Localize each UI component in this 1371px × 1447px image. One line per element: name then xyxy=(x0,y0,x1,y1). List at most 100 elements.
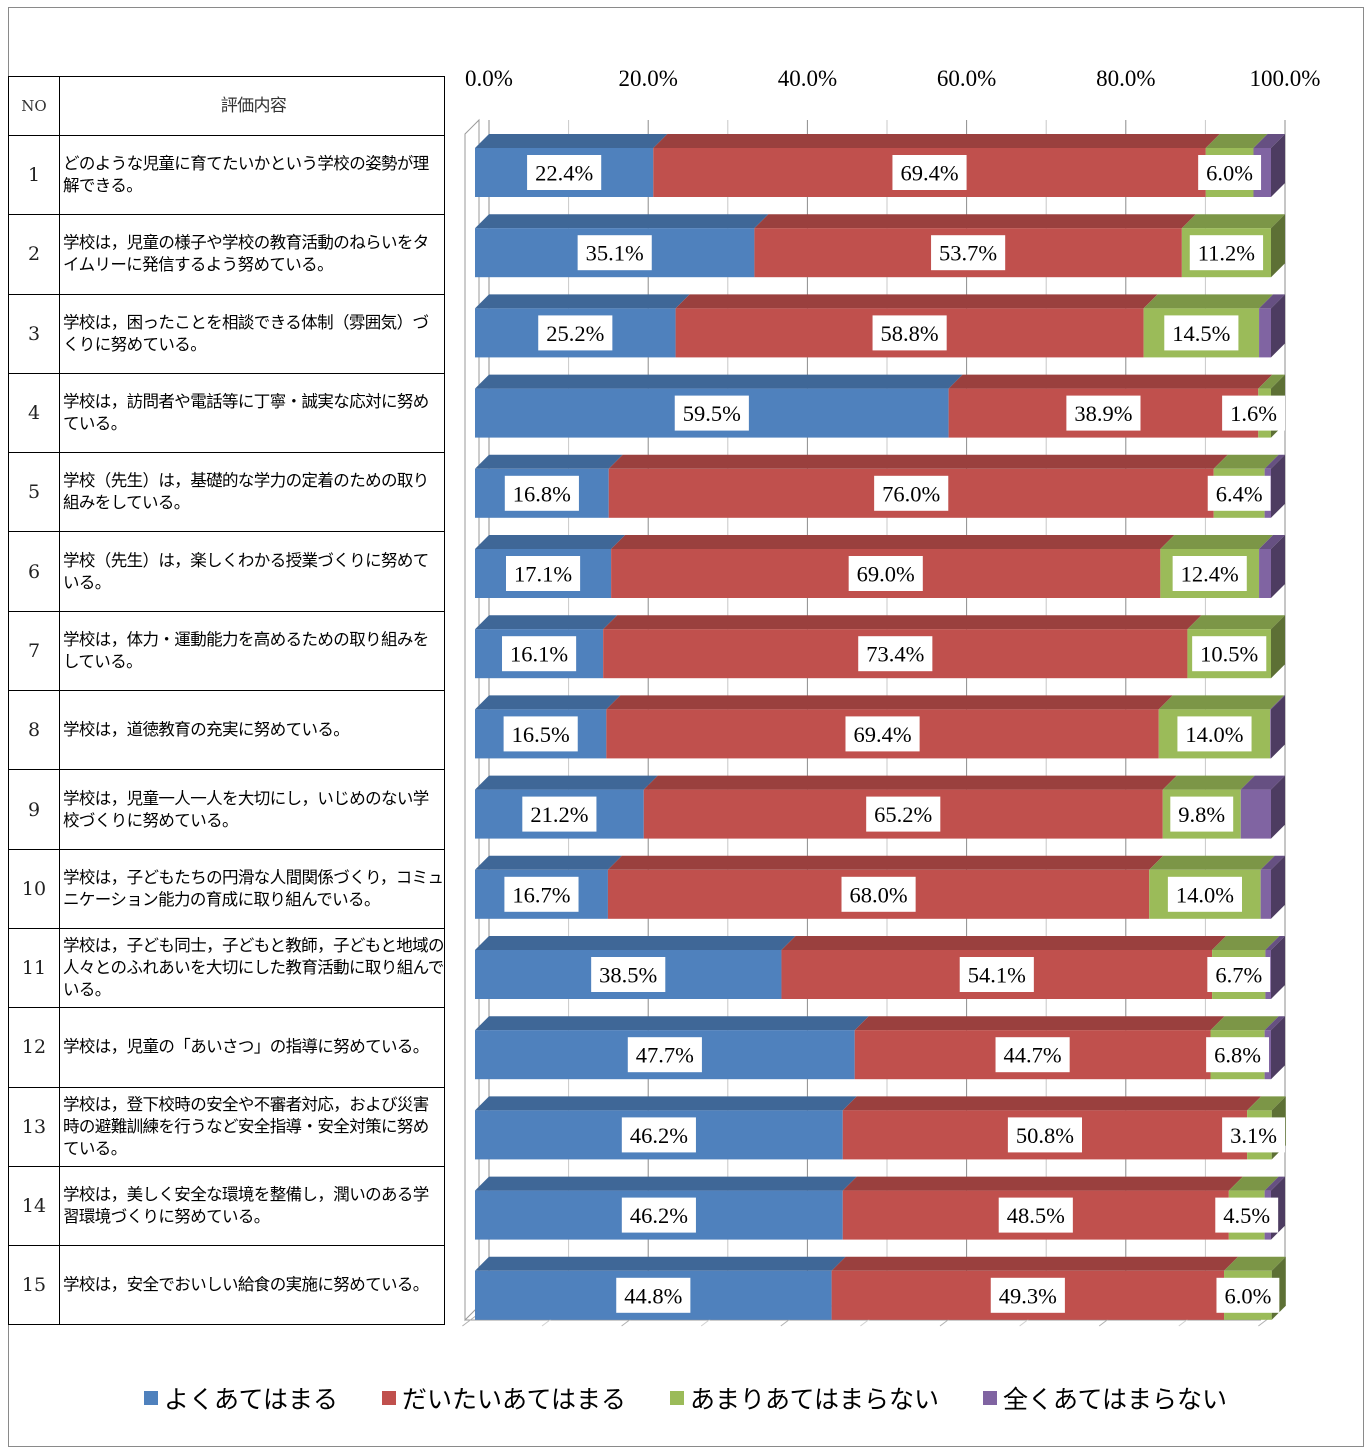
data-label-box xyxy=(1172,556,1247,591)
data-label: 21.2% xyxy=(530,802,588,827)
data-label: 69.4% xyxy=(900,161,958,186)
row-question-text: 学校は，子どもたちの円滑な人間関係づくり，コミュニケーション能力の育成に取り組ん… xyxy=(59,848,445,929)
data-label-box xyxy=(621,1117,696,1153)
bar-segment-top xyxy=(475,535,626,549)
data-label: 16.7% xyxy=(512,882,570,907)
stacked-bar-chart: 0.0% 20.0% 40.0% 60.0% 80.0% 100.0% 22.4% 69.4%… xyxy=(462,66,1320,1327)
table-row: 15 学校は，安全でおいしい給食の実施に努めている。 xyxy=(8,1245,445,1326)
data-label: 10.5% xyxy=(1200,642,1258,667)
data-label: 46.2% xyxy=(630,1123,688,1148)
data-label: 53.7% xyxy=(939,241,997,266)
bar-end-face xyxy=(1271,454,1285,518)
row-question-text: 学校は，児童の様子や学校の教育活動のねらいをタイムリーに発信するよう努めている。 xyxy=(59,214,445,295)
bar-segment-top xyxy=(475,1256,846,1271)
bar-end-face xyxy=(1271,775,1285,839)
legend-label: 全くあてはまらない xyxy=(1003,1385,1228,1414)
data-label: 3.1% xyxy=(1230,1123,1277,1148)
data-label-box xyxy=(892,155,967,190)
data-label: 16.5% xyxy=(512,722,570,747)
table-row: 6 学校（先生）は，楽しくわかる授業づくりに努めている。 xyxy=(8,531,445,612)
bar-segment-top xyxy=(1265,936,1285,950)
data-label: 6.0% xyxy=(1224,1283,1271,1308)
bar-segment-top xyxy=(675,294,1158,309)
bar-segment-top xyxy=(1187,615,1285,630)
bar-segment xyxy=(1260,869,1271,919)
bar-segment-top xyxy=(781,936,1227,950)
data-label-box xyxy=(872,315,947,351)
bar-segment xyxy=(1270,709,1271,759)
bar-segment-top xyxy=(842,1096,1262,1111)
bar-row: 16.7% 68.0% 14.0% xyxy=(475,855,1285,919)
data-label: 58.8% xyxy=(881,321,939,346)
data-label-box xyxy=(1177,716,1252,752)
data-label: 16.8% xyxy=(513,481,571,506)
data-label: 73.4% xyxy=(866,642,924,667)
row-question-text: 学校は，児童の「あいさつ」の指導に努めている。 xyxy=(59,1007,445,1088)
bar-segment-top xyxy=(643,775,1177,790)
data-label-box xyxy=(627,1037,702,1073)
row-number: 12 xyxy=(8,1007,60,1088)
data-label-box xyxy=(1189,235,1264,271)
data-label: 38.9% xyxy=(1074,401,1132,426)
row-number: 11 xyxy=(8,927,60,1009)
data-label: 6.7% xyxy=(1215,963,1262,988)
table-row: 14 学校は，美しく安全な環境を整備し，潤いのある学習環境づくりに努めている。 xyxy=(8,1165,445,1247)
data-label-box xyxy=(1207,957,1271,992)
data-label-box xyxy=(959,957,1034,992)
data-label: 38.5% xyxy=(599,963,657,988)
bar-end-face xyxy=(1271,134,1285,197)
data-label-box xyxy=(522,796,597,832)
table-row: 12 学校は，児童の「あいさつ」の指導に努めている。 xyxy=(8,1007,445,1088)
data-label: 50.8% xyxy=(1016,1123,1074,1148)
data-label-box xyxy=(577,235,652,271)
bar-row: 38.5% 54.1% 6.7% xyxy=(475,936,1285,999)
row-number: 3 xyxy=(8,293,60,374)
legend-item: だいたいあてはまる xyxy=(381,1380,626,1416)
row-number: 4 xyxy=(8,372,60,454)
bar-row: 16.1% 73.4% 10.5% xyxy=(475,615,1285,679)
bar-end-face xyxy=(1271,214,1285,278)
bar-row: 59.5% 38.9% 1.6% xyxy=(475,374,1285,438)
data-label-box xyxy=(503,716,578,752)
data-label: 46.2% xyxy=(630,1203,688,1228)
bar-segment-top xyxy=(653,134,1220,148)
bar-row: 22.4% 69.4% 6.0% xyxy=(475,134,1285,197)
bar-row: 47.7% 44.7% 6.8% xyxy=(475,1016,1285,1080)
data-label-box xyxy=(998,1197,1073,1233)
data-label-box xyxy=(502,636,577,672)
table-row: 13 学校は，登下校時の安全や不審者対応，および災害時の避難訓練を行うなど安全指導… xyxy=(8,1086,445,1167)
row-number: 9 xyxy=(8,769,60,850)
row-number: 14 xyxy=(8,1165,60,1247)
row-number: 1 xyxy=(8,134,60,216)
data-label: 6.8% xyxy=(1214,1043,1261,1068)
data-label-box xyxy=(504,475,579,511)
table-row: 11 学校は，子ども同士，子どもと教師，子どもと地域の人々とのふれあいを大切にした… xyxy=(8,927,445,1009)
bar-segment xyxy=(1259,549,1271,598)
bar-segment-top xyxy=(1149,855,1275,870)
data-label-box xyxy=(866,796,941,832)
bar-segment-top xyxy=(475,454,623,469)
data-label: 76.0% xyxy=(882,481,940,506)
bar-segment-top xyxy=(475,775,658,790)
table-row: 9 学校は，児童一人一人を大切にし，いじめのない学校づくりに努めている。 xyxy=(8,769,445,850)
row-question-text: 学校は，安全でおいしい給食の実施に努めている。 xyxy=(59,1245,445,1326)
bar-row: 16.8% 76.0% 6.4% xyxy=(475,454,1285,518)
bar-row: 16.5% 69.4% 14.0% xyxy=(475,695,1285,759)
bar-segment-top xyxy=(1260,855,1285,870)
table-row: 4 学校は，訪問者や電話等に丁寧・誠実な応対に努めている。 xyxy=(8,372,445,454)
data-label: 14.0% xyxy=(1185,722,1243,747)
data-label-box xyxy=(505,556,581,591)
bar-segment-top xyxy=(475,855,622,870)
row-question-text: 学校は，体力・運動能力を高めるための取り組みをしている。 xyxy=(59,610,445,692)
data-label-box xyxy=(538,315,613,351)
data-label-box xyxy=(527,155,602,190)
legend-swatch xyxy=(983,1391,998,1405)
data-label-box xyxy=(858,636,933,672)
data-label-box xyxy=(931,235,1006,271)
bar-segment-top xyxy=(475,214,769,229)
question-table: NO 評価内容 1 どのような児童に育てたいかという学校の姿勢が理解できる。 2 学校… xyxy=(8,76,445,1326)
bar-segment-top xyxy=(1259,294,1285,309)
data-label-box xyxy=(874,475,949,511)
data-label: 35.1% xyxy=(586,241,644,266)
legend-swatch xyxy=(143,1391,158,1405)
